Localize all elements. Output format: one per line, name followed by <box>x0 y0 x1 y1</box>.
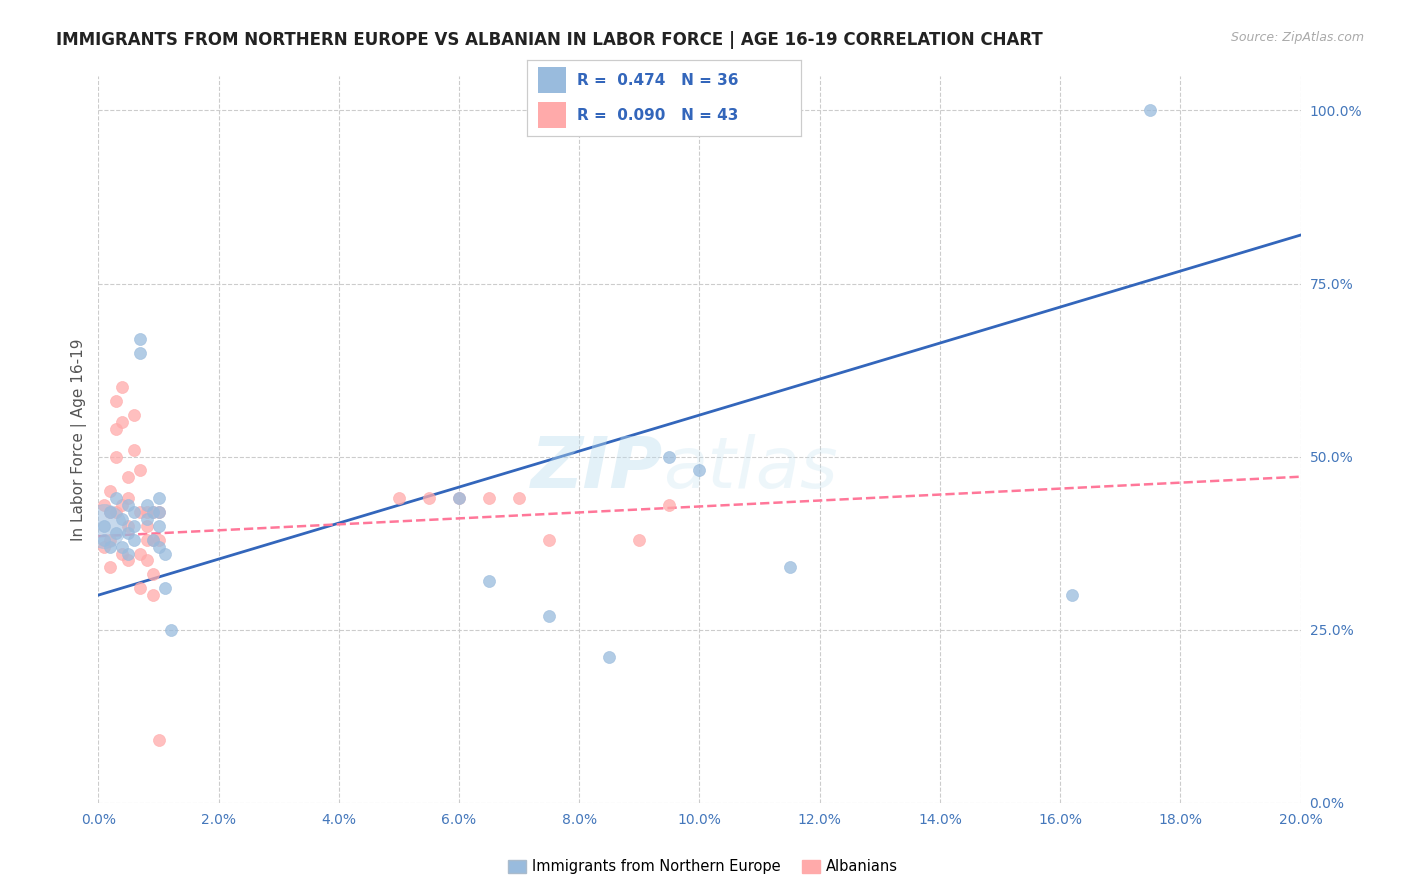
Point <box>129 345 152 359</box>
Point <box>135 553 157 567</box>
Point <box>658 450 681 464</box>
Point <box>141 567 163 582</box>
Point <box>129 505 152 519</box>
Point <box>141 505 163 519</box>
FancyBboxPatch shape <box>538 68 565 93</box>
Point <box>141 505 163 519</box>
Point <box>141 533 163 547</box>
Point <box>100 505 122 519</box>
Point <box>105 450 128 464</box>
Point <box>124 533 146 547</box>
Point <box>124 519 146 533</box>
Point <box>141 533 163 547</box>
Point <box>124 408 146 422</box>
Point <box>105 505 128 519</box>
Point <box>148 533 170 547</box>
Point <box>135 519 157 533</box>
Point <box>105 422 128 436</box>
Point <box>148 733 170 747</box>
Legend: Immigrants from Northern Europe, Albanians: Immigrants from Northern Europe, Albania… <box>502 854 904 880</box>
Point <box>129 547 152 561</box>
Point <box>779 560 801 574</box>
Point <box>111 498 134 512</box>
Point <box>447 491 470 505</box>
Point <box>117 498 139 512</box>
Point <box>148 505 170 519</box>
Point <box>135 512 157 526</box>
Text: IMMIGRANTS FROM NORTHERN EUROPE VS ALBANIAN IN LABOR FORCE | AGE 16-19 CORRELATI: IMMIGRANTS FROM NORTHERN EUROPE VS ALBAN… <box>56 31 1043 49</box>
Point <box>148 491 170 505</box>
Point <box>111 540 134 554</box>
Point <box>538 533 561 547</box>
Point <box>148 505 170 519</box>
Point <box>100 505 122 519</box>
Point <box>508 491 530 505</box>
Point <box>93 519 115 533</box>
Point <box>117 470 139 484</box>
Text: ZIP: ZIP <box>531 434 664 503</box>
Point <box>135 533 157 547</box>
Point <box>159 623 181 637</box>
Text: Source: ZipAtlas.com: Source: ZipAtlas.com <box>1230 31 1364 45</box>
Y-axis label: In Labor Force | Age 16-19: In Labor Force | Age 16-19 <box>72 338 87 541</box>
Point <box>105 525 128 540</box>
Text: R =  0.474   N = 36: R = 0.474 N = 36 <box>576 73 738 87</box>
Point <box>153 547 176 561</box>
Point <box>93 540 115 554</box>
Point <box>129 581 152 595</box>
Point <box>447 491 470 505</box>
Point <box>117 525 139 540</box>
Point <box>105 394 128 409</box>
Point <box>141 588 163 602</box>
Point <box>111 415 134 429</box>
Point <box>388 491 411 505</box>
Point <box>117 519 139 533</box>
FancyBboxPatch shape <box>538 103 565 128</box>
Point <box>111 512 134 526</box>
Point <box>100 484 122 499</box>
Point <box>93 519 115 533</box>
Point <box>117 553 139 567</box>
Point <box>129 463 152 477</box>
Point <box>93 498 115 512</box>
Point <box>1062 588 1084 602</box>
Point <box>658 498 681 512</box>
Point <box>478 574 501 589</box>
Point <box>111 380 134 394</box>
Point <box>153 581 176 595</box>
Text: R =  0.090   N = 43: R = 0.090 N = 43 <box>576 108 738 122</box>
Point <box>628 533 651 547</box>
Point <box>117 547 139 561</box>
Point <box>1139 103 1161 118</box>
Point <box>93 533 115 547</box>
Point <box>148 540 170 554</box>
Point <box>598 650 620 665</box>
Point <box>418 491 440 505</box>
Point <box>124 505 146 519</box>
Point <box>538 608 561 623</box>
Point <box>478 491 501 505</box>
Point <box>135 498 157 512</box>
Point <box>124 442 146 457</box>
Point <box>148 519 170 533</box>
Point <box>117 491 139 505</box>
Point <box>135 505 157 519</box>
Point <box>129 332 152 346</box>
Point <box>111 547 134 561</box>
Point <box>105 491 128 505</box>
Point <box>100 540 122 554</box>
Text: atlas: atlas <box>664 434 838 503</box>
Point <box>100 560 122 574</box>
Point <box>100 533 122 547</box>
Point <box>689 463 711 477</box>
